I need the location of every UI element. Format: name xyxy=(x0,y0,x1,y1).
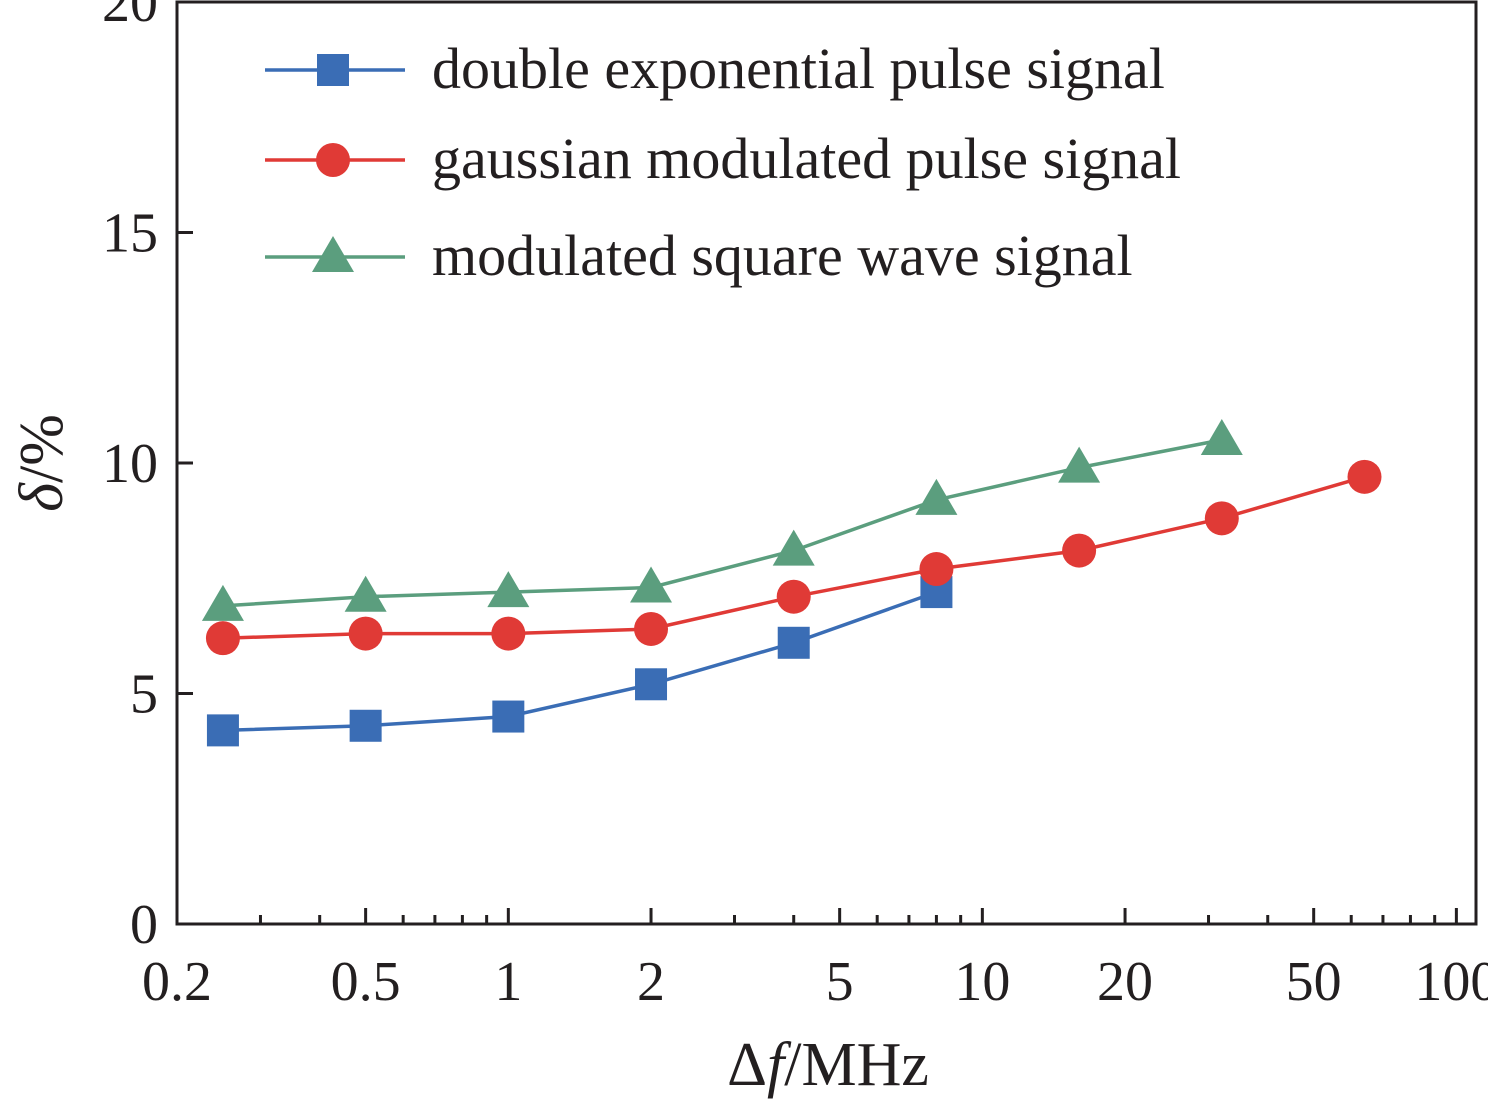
legend-label: gaussian modulated pulse signal xyxy=(432,126,1181,191)
data-point xyxy=(772,529,815,566)
data-point xyxy=(344,575,387,612)
ticks: 0.2 0.5 1 2 5 10 20 50 100 0 5 10 15 20 xyxy=(102,0,1488,1013)
data-point xyxy=(1062,533,1097,568)
legend: double exponential pulse signal gaussian … xyxy=(265,36,1181,288)
x-tick-label: 0.2 xyxy=(142,951,212,1013)
y-tick-label: 0 xyxy=(130,894,158,956)
x-axis-title-symbol: Δ xyxy=(727,1031,767,1099)
data-point xyxy=(776,579,811,614)
x-tick-label: 20 xyxy=(1097,951,1153,1013)
y-axis-title-unit: /% xyxy=(8,414,76,483)
y-axis-title-variable: δ xyxy=(8,482,76,512)
legend-label: modulated square wave signal xyxy=(432,223,1133,288)
data-point xyxy=(915,478,958,515)
data-point xyxy=(205,621,240,656)
series-layer xyxy=(201,418,1382,747)
legend-label: double exponential pulse signal xyxy=(432,36,1165,101)
legend-item: modulated square wave signal xyxy=(265,223,1133,288)
y-tick-label: 20 xyxy=(102,0,158,34)
series-2 xyxy=(205,459,1382,656)
data-point xyxy=(635,668,668,701)
data-point xyxy=(1347,459,1382,494)
x-tick-label: 10 xyxy=(954,951,1010,1013)
data-point xyxy=(201,584,244,621)
y-tick-label: 15 xyxy=(102,203,158,265)
y-axis-title: δ/% xyxy=(8,414,76,512)
y-tick-label: 5 xyxy=(130,664,158,726)
data-point xyxy=(491,616,526,651)
legend-item: gaussian modulated pulse signal xyxy=(265,126,1181,191)
y-tick-label: 10 xyxy=(102,433,158,495)
x-tick-label: 2 xyxy=(637,951,665,1013)
legend-marker xyxy=(316,143,350,177)
series-3 xyxy=(201,418,1243,621)
x-tick-label: 100 xyxy=(1414,951,1488,1013)
legend-marker xyxy=(317,54,349,86)
x-axis-title: Δf/MHz xyxy=(727,1031,929,1099)
data-point xyxy=(1058,446,1101,483)
data-point xyxy=(634,611,669,646)
x-axis-title-unit: /MHz xyxy=(784,1031,929,1099)
x-tick-label: 50 xyxy=(1286,951,1342,1013)
data-point xyxy=(348,616,383,651)
series-line xyxy=(222,590,937,733)
x-tick-label: 5 xyxy=(826,951,854,1013)
data-point xyxy=(492,700,525,733)
legend-marker xyxy=(312,236,354,272)
x-tick-label: 0.5 xyxy=(331,951,401,1013)
legend-item: double exponential pulse signal xyxy=(265,36,1165,101)
series-1 xyxy=(206,576,953,747)
series-line xyxy=(222,438,1223,608)
data-point xyxy=(1200,418,1243,455)
data-point xyxy=(487,571,530,608)
data-point xyxy=(1204,501,1239,536)
data-point xyxy=(630,566,673,603)
data-point xyxy=(919,552,954,587)
data-point xyxy=(206,714,239,747)
data-point xyxy=(349,709,382,742)
data-point xyxy=(777,626,810,659)
x-tick-label: 1 xyxy=(494,951,522,1013)
